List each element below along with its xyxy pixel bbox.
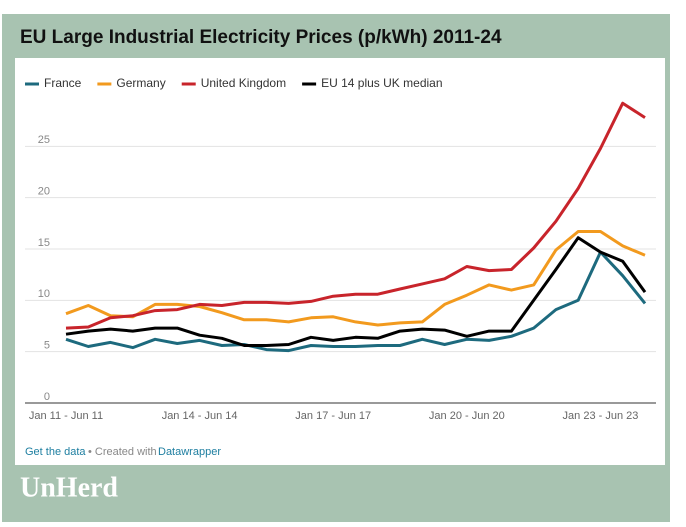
y-tick-label: 0 [44,391,50,403]
line-series [65,236,647,347]
legend-label: Germany [116,76,165,90]
y-tick-label: 20 [38,186,50,198]
y-tick-label: 5 [44,340,50,352]
legend-label: France [44,76,82,90]
legend-label: United Kingdom [201,76,286,90]
y-tick-label: 25 [38,134,50,146]
y-tick-label: 15 [38,237,50,249]
legend-label: EU 14 plus UK median [321,76,442,90]
line-series [65,250,647,353]
x-tick-label: Jan 14 - Jun 14 [162,410,238,422]
x-tick-label: Jan 23 - Jun 23 [563,410,639,422]
x-tick-label: Jan 17 - Jun 17 [295,410,371,422]
brand-logo: UnHerd [20,472,118,503]
line-series [65,230,646,327]
y-tick-label: 10 [38,288,50,300]
x-tick-label: Jan 20 - Jun 20 [429,410,505,422]
chart-title: EU Large Industrial Electricity Prices (… [20,27,502,48]
footer-text: • Created with [88,446,157,458]
line-series [65,101,646,330]
tool-link[interactable]: Datawrapper [158,446,221,458]
panel [15,58,665,465]
x-tick-label: Jan 11 - Jun 11 [29,410,103,422]
data-link[interactable]: Get the data [25,446,86,458]
